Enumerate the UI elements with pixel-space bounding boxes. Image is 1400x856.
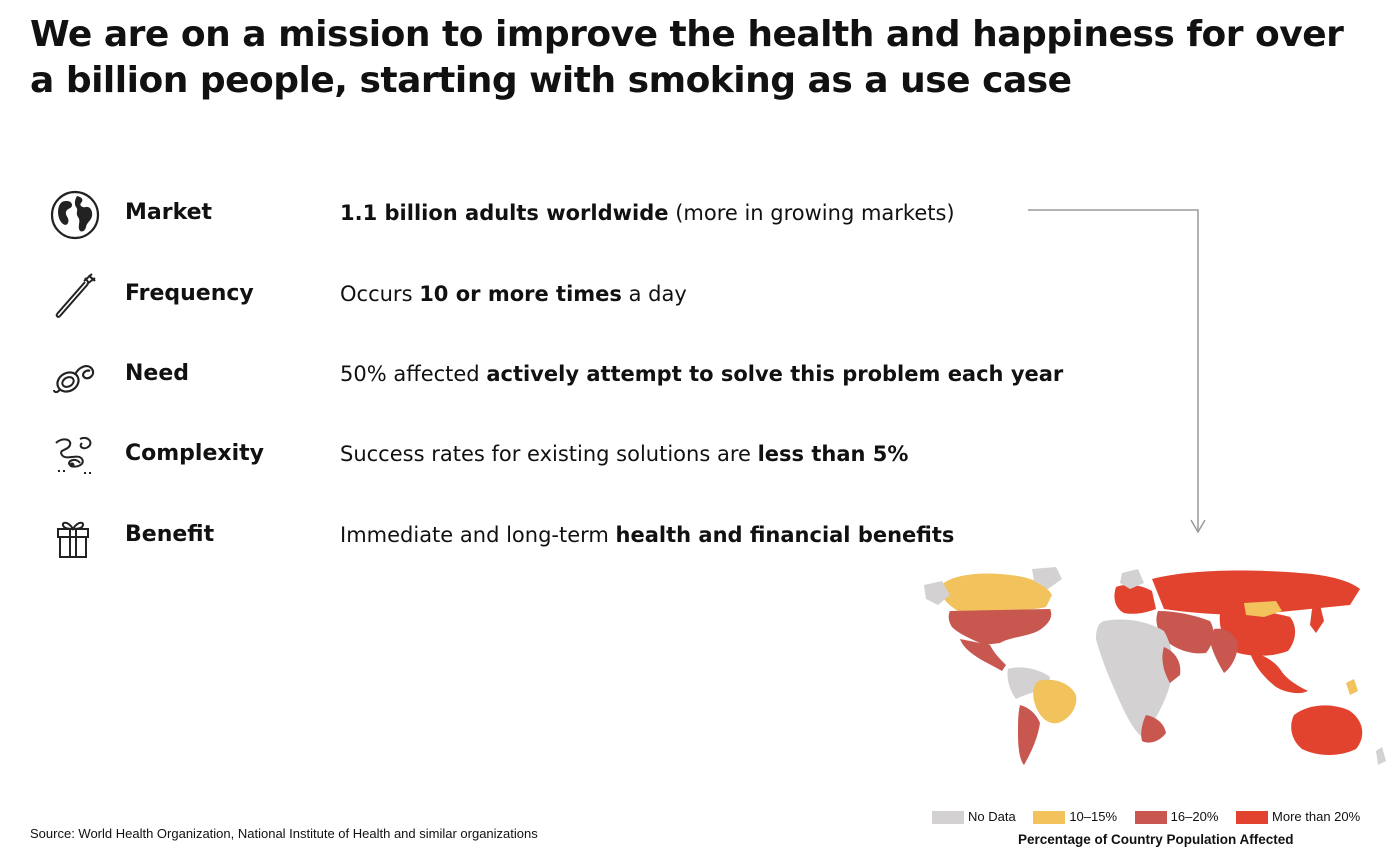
row-description: 50% affected actively attempt to solve t… (340, 359, 1063, 389)
region-canada (940, 573, 1052, 611)
row-need: Need 50% affected actively attempt to so… (0, 345, 1100, 405)
region-brazil (1033, 679, 1077, 724)
gift-icon (57, 521, 89, 558)
row-label: Benefit (125, 522, 215, 547)
region-mongolia (1244, 601, 1282, 617)
region-usa (948, 609, 1052, 645)
region-south-africa (1141, 715, 1166, 743)
desc-emphasis: 10 or more times (419, 282, 622, 306)
map-legend: No Data 10–15% 16–20% More than 20% (932, 808, 1360, 828)
region-africa-east (1162, 647, 1181, 683)
region-china (1219, 610, 1296, 656)
world-smoking-map (924, 567, 1386, 765)
legend-item-more-than-20: More than 20% (1236, 809, 1361, 825)
region-southeast-asia (1250, 653, 1308, 694)
legend-swatch (1236, 811, 1269, 825)
region-india (1210, 628, 1238, 673)
desc-text: Immediate and long-term (340, 523, 616, 547)
row-label: Market (125, 200, 213, 225)
region-philippines (1346, 679, 1358, 695)
legend-label: 16–20% (1170, 809, 1219, 825)
page-title: We are on a mission to improve the healt… (30, 14, 1344, 101)
legend-item-16-20: 16–20% (1134, 809, 1219, 825)
legend-label: More than 20% (1272, 809, 1361, 825)
desc-emphasis: less than 5% (757, 442, 909, 466)
row-description: Immediate and long-term health and finan… (340, 520, 954, 550)
desc-text: 50% affected (340, 362, 487, 386)
desc-text: a day (621, 282, 687, 306)
map-caption: Percentage of Country Population Affecte… (1018, 832, 1294, 847)
source-note: Source: World Health Organization, Natio… (30, 826, 538, 841)
legend-swatch (1134, 811, 1167, 825)
region-greenland (1032, 567, 1062, 589)
globe-icon (50, 190, 100, 240)
desc-emphasis: health and financial benefits (615, 523, 955, 547)
rope-icon (53, 365, 95, 394)
row-description: 1.1 billion adults worldwide (more in gr… (340, 198, 955, 228)
region-africa (1096, 619, 1173, 737)
region-middle-east (1156, 611, 1214, 654)
legend-item-no-data: No Data (932, 809, 1016, 825)
row-complexity: Complexity Success rates for existing so… (0, 425, 1100, 485)
region-alaska (924, 581, 950, 605)
desc-emphasis: actively attempt to solve this problem e… (486, 362, 1064, 386)
region-scandinavia (1120, 569, 1144, 589)
toothbrush-icon (55, 273, 96, 318)
legend-item-10-15: 10–15% (1033, 809, 1118, 825)
region-europe (1114, 584, 1156, 614)
desc-text: Success rates for existing solutions are (340, 442, 758, 466)
legend-label: No Data (968, 809, 1016, 825)
region-south-america-north (1007, 667, 1050, 699)
row-benefit: Benefit Immediate and long-term health a… (0, 506, 1100, 566)
desc-emphasis: 1.1 billion adults worldwide (340, 201, 669, 225)
legend-label: 10–15% (1069, 809, 1118, 825)
row-frequency: Frequency Occurs 10 or more times a day (0, 265, 1100, 325)
legend-swatch (932, 811, 964, 825)
region-mexico (960, 639, 1006, 671)
region-australia (1291, 705, 1363, 755)
row-label: Complexity (125, 441, 264, 466)
desc-text: Occurs (340, 282, 420, 306)
region-new-zealand (1376, 747, 1386, 765)
tangled-path-icon (55, 437, 94, 474)
row-label: Need (125, 361, 190, 386)
row-market: Market 1.1 billion adults worldwide (mor… (0, 184, 1100, 244)
legend-swatch (1033, 811, 1066, 825)
row-description: Success rates for existing solutions are… (340, 439, 908, 469)
row-label: Frequency (125, 281, 254, 306)
row-description: Occurs 10 or more times a day (340, 279, 687, 309)
region-southern-cone (1018, 705, 1040, 765)
region-russia (1152, 570, 1360, 615)
desc-text: (more in growing markets) (668, 201, 955, 225)
region-japan (1310, 605, 1324, 633)
